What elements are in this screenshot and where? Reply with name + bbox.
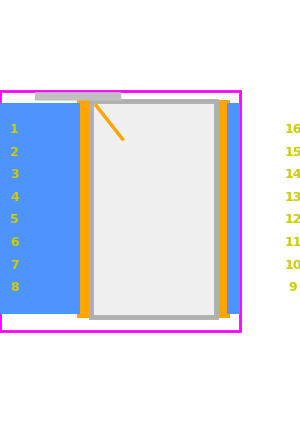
Bar (0, 194, 80, 246)
Bar (0, 103, 80, 156)
Text: 12: 12 (284, 214, 300, 227)
Bar (0, 126, 80, 179)
Bar (227, 103, 300, 156)
Bar (227, 216, 300, 269)
Text: 16: 16 (284, 123, 300, 136)
Bar (0, 148, 80, 201)
Text: 14: 14 (284, 168, 300, 181)
Bar (0, 171, 80, 224)
Text: 10: 10 (284, 259, 300, 272)
Bar (227, 126, 300, 179)
Bar (0, 216, 80, 269)
Text: 15: 15 (284, 146, 300, 159)
Bar (216, 100, 229, 316)
Text: 7: 7 (10, 259, 19, 272)
Text: 1: 1 (10, 123, 19, 136)
Bar (91, 100, 216, 316)
FancyBboxPatch shape (35, 92, 121, 100)
Text: 11: 11 (284, 236, 300, 249)
Bar (0, 239, 80, 292)
Bar (0, 261, 80, 314)
Bar (78, 100, 91, 316)
Bar (227, 239, 300, 292)
Text: 13: 13 (284, 191, 300, 204)
Text: 6: 6 (10, 236, 19, 249)
Bar (227, 148, 300, 201)
Text: 4: 4 (10, 191, 19, 204)
Text: 8: 8 (10, 281, 19, 294)
Bar (227, 194, 300, 246)
Text: 5: 5 (10, 214, 19, 227)
Text: 2: 2 (10, 146, 19, 159)
Text: 9: 9 (289, 281, 297, 294)
Text: 3: 3 (10, 168, 19, 181)
Bar (227, 171, 300, 224)
Bar (227, 261, 300, 314)
